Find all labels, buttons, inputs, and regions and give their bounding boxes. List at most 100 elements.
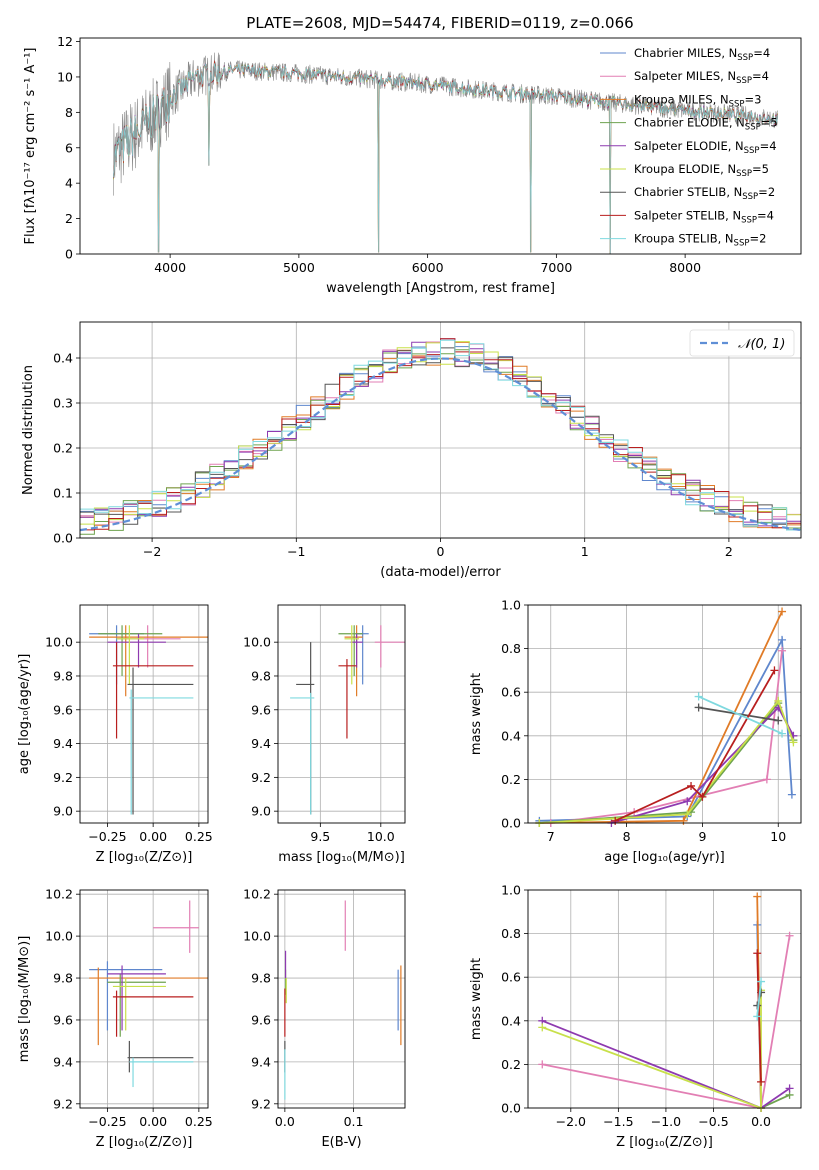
mass-weight-marker	[789, 738, 798, 747]
y-tick-label: 9.6	[251, 1012, 271, 1027]
panel-weight-vs-age: 7 8 9 10 0.0 0.2 0.4 0.6 0.8 1.0 age [log₁₀(age/yr…	[469, 598, 802, 865]
y-tick-label: 0.6	[501, 970, 521, 985]
y-tick-label: 9.8	[53, 668, 73, 683]
y-tick-label: 1.0	[501, 883, 521, 898]
residual-histogram	[80, 339, 801, 531]
mass-weight-marker	[694, 692, 703, 701]
x-tick-label: −0.25	[88, 1114, 126, 1129]
axes-frame	[79, 604, 209, 824]
mass-weight-marker	[757, 977, 766, 986]
y-tick-label: 0.0	[501, 1101, 521, 1116]
legend-nssp-equals: =	[749, 232, 759, 246]
panel-weight-vs-Z: −2.0 −1.5 −1.0 −0.5 0.0 0.0 0.2 0.4 0.6 0.8 1.0 Z […	[469, 883, 802, 1150]
y-axis-label: mass [log₁₀(M/M⊙)]	[17, 936, 32, 1063]
legend-nssp-subscript: SSP	[734, 239, 750, 249]
x-tick-label: 10.0	[367, 829, 395, 844]
legend-label: Kroupa MILES, NSSP=3	[634, 92, 761, 109]
y-tick-label: 0.8	[501, 641, 521, 656]
x-tick-label: −1.5	[603, 1114, 633, 1129]
mass-weight-line	[614, 669, 776, 822]
mass-weight-marker	[762, 775, 771, 784]
chart-layer: 4000 5000 6000 7000 8000024681012wavelength …	[17, 34, 802, 1150]
y-tick-label: 10.0	[45, 635, 73, 650]
residual-legend-label: 𝒩(0, 1)	[738, 337, 785, 352]
y-tick-label: 4	[65, 176, 73, 191]
spectrum-model-line	[113, 62, 779, 255]
y-tick-label: 9.0	[53, 804, 73, 819]
y-axis-label: mass weight	[469, 958, 484, 1040]
y-tick-label: 10.0	[243, 635, 271, 650]
mass-weight-marker	[687, 781, 696, 790]
x-tick-label: 0.25	[185, 829, 213, 844]
spectrum-title: PLATE=2608, MJD=54474, FIBERID=0119, z=0…	[246, 14, 633, 32]
y-tick-label: 0.0	[53, 531, 73, 546]
y-tick-label: 0.2	[53, 441, 73, 456]
x-tick-label: 5000	[283, 260, 315, 275]
legend-nssp-equals: =	[758, 185, 768, 199]
x-tick-label: 10	[770, 829, 786, 844]
y-tick-label: 0.1	[53, 486, 73, 501]
y-tick-label: 0.4	[501, 728, 521, 743]
legend-nssp-value: 5	[762, 162, 769, 176]
legend-nssp-subscript: SSP	[736, 76, 752, 86]
legend-nssp-prefix: , N	[720, 69, 736, 83]
y-tick-label: 10.2	[45, 887, 73, 902]
panel-mass-vs-EBV: 0.0 0.1 9.2 9.4 9.6 9.8 10.0 10.2 E(B-V)	[243, 887, 406, 1150]
legend-label: Salpeter MILES, NSSP=4	[634, 69, 769, 86]
y-tick-label: 9.2	[53, 1096, 73, 1111]
legend-nssp-prefix: , N	[726, 185, 742, 199]
legend-series-name: Chabrier ELODIE	[634, 116, 729, 130]
mass-weight-marker	[757, 1077, 766, 1086]
x-axis-label: wavelength [Angstrom, rest frame]	[326, 281, 555, 296]
y-tick-label: 0.2	[501, 772, 521, 787]
mass-weight-marker	[679, 816, 688, 825]
legend-nssp-subscript: SSP	[745, 123, 761, 133]
legend-nssp-subscript: SSP	[737, 53, 753, 63]
y-tick-label: 9.8	[251, 971, 271, 986]
y-axis-label: Normed distribution	[21, 365, 36, 495]
legend-nssp-value: 5	[770, 116, 777, 130]
legend-nssp-prefix: , N	[718, 232, 734, 246]
legend-nssp-prefix: , N	[713, 92, 729, 106]
mass-weight-marker	[683, 797, 692, 806]
panel-mass-vs-Z: −0.25 0.00 0.25 9.2 9.4 9.6 9.8 10.0 10.2 Z [log₁…	[17, 887, 213, 1150]
x-tick-label: −0.5	[698, 1114, 728, 1129]
axes-frame	[79, 321, 802, 539]
mass-weight-marker	[785, 1084, 794, 1093]
x-tick-label: 1	[581, 544, 589, 559]
mass-weight-marker	[778, 635, 787, 644]
y-tick-label: 9.4	[251, 736, 271, 751]
mass-weight-line	[541, 990, 762, 1110]
x-axis-label: mass [log₁₀(M/M⊙)]	[278, 850, 405, 865]
mass-weight-line	[756, 981, 762, 1017]
legend-nssp-equals: =	[752, 162, 762, 176]
y-tick-label: 10.2	[243, 887, 271, 902]
x-tick-label: 0.25	[185, 1114, 213, 1129]
mass-weight-marker	[778, 607, 787, 616]
legend-nssp-value: 4	[762, 69, 769, 83]
x-axis-label: (data-model)/error	[380, 565, 501, 580]
y-tick-label: 0	[65, 247, 73, 262]
y-axis-label: mass weight	[469, 673, 484, 755]
residual-legend-box	[689, 329, 795, 357]
legend-label: Salpeter STELIB, NSSP=4	[634, 208, 774, 225]
x-tick-label: 6000	[412, 260, 444, 275]
y-tick-label: 0.2	[501, 1057, 521, 1072]
spectrum-model-line	[113, 60, 779, 255]
x-tick-label: 0.0	[751, 1114, 771, 1129]
mass-weight-line	[698, 695, 783, 735]
mass-weight-marker	[753, 949, 762, 958]
x-tick-label: 7	[547, 829, 555, 844]
axes-frame	[277, 604, 406, 824]
x-tick-label: 7000	[540, 260, 572, 275]
x-tick-label: 0.00	[139, 829, 167, 844]
y-tick-label: 10.0	[243, 929, 271, 944]
mass-weight-marker	[611, 816, 620, 825]
panel-spectrum: 4000 5000 6000 7000 8000024681012wavelength …	[23, 34, 802, 296]
mass-weight-marker	[698, 792, 707, 801]
x-axis-label: Z [log₁₀(Z/Z⊙)]	[96, 850, 193, 865]
mass-weight-marker	[538, 1023, 547, 1032]
axes-frame	[277, 889, 406, 1109]
x-tick-label: −1	[287, 544, 305, 559]
